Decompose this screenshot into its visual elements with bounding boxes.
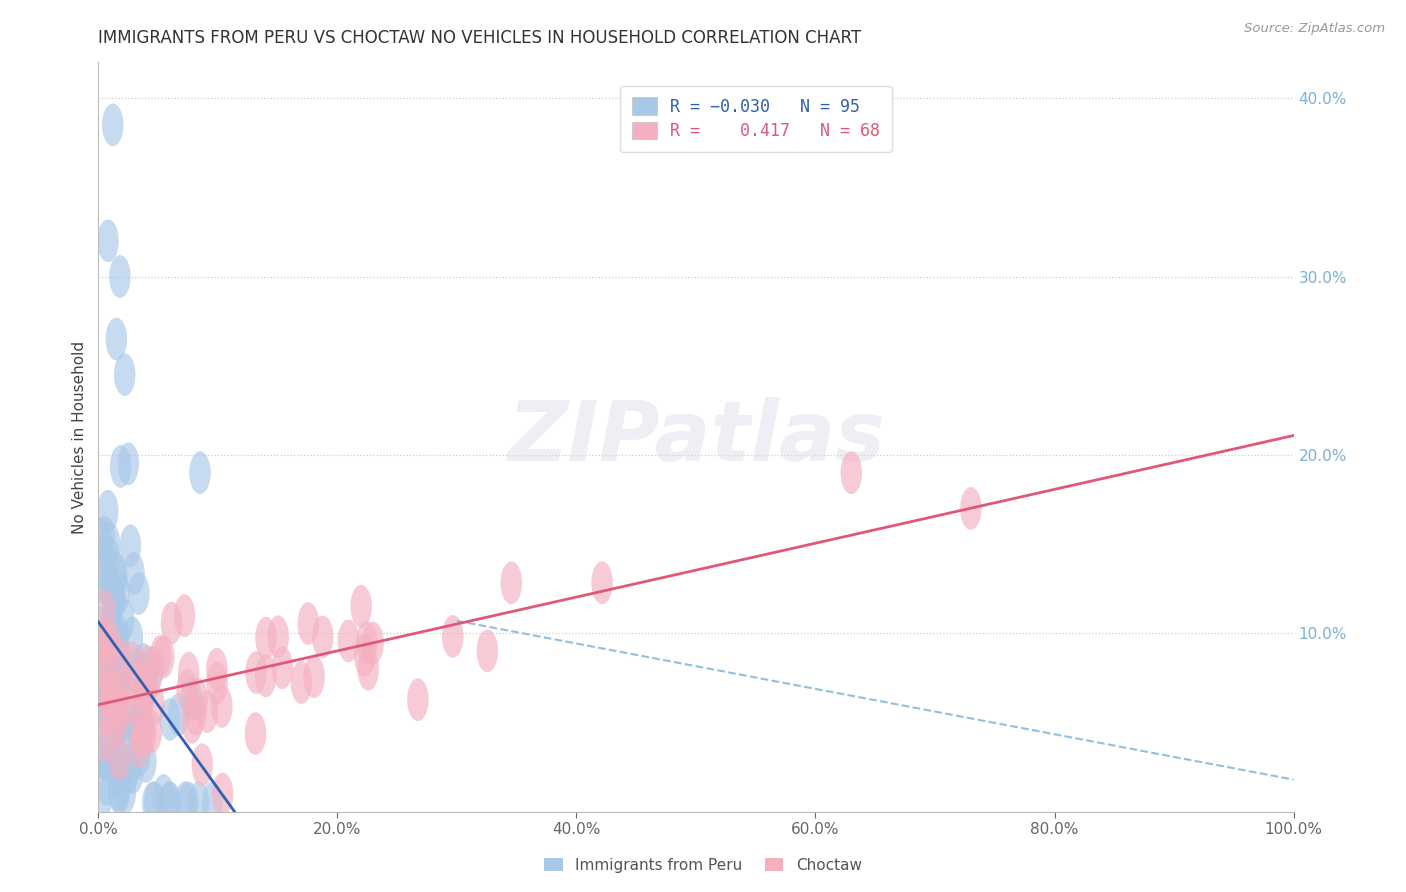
Legend: Immigrants from Peru, Choctaw: Immigrants from Peru, Choctaw: [538, 852, 868, 879]
Text: IMMIGRANTS FROM PERU VS CHOCTAW NO VEHICLES IN HOUSEHOLD CORRELATION CHART: IMMIGRANTS FROM PERU VS CHOCTAW NO VEHIC…: [98, 29, 862, 47]
Legend: R = −0.030   N = 95, R =    0.417   N = 68: R = −0.030 N = 95, R = 0.417 N = 68: [620, 86, 891, 153]
Text: ZIPatlas: ZIPatlas: [508, 397, 884, 477]
Y-axis label: No Vehicles in Household: No Vehicles in Household: [72, 341, 87, 533]
Text: Source: ZipAtlas.com: Source: ZipAtlas.com: [1244, 22, 1385, 36]
